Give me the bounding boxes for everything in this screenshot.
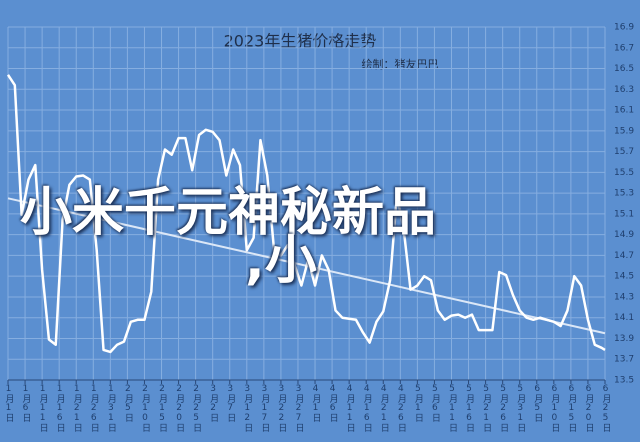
x-tick-label: 5月31日 xyxy=(515,384,526,432)
x-tick-label: 3月12日 xyxy=(242,384,253,432)
y-tick-label: 14.1 xyxy=(614,313,634,323)
price-line xyxy=(6,74,606,354)
x-tick-label: 2月20日 xyxy=(174,384,185,432)
y-tick-label: 15.3 xyxy=(614,189,634,199)
y-tick-label: 15.7 xyxy=(614,147,634,157)
overlay-text: 小米千元神秘新品 xyxy=(20,183,437,243)
x-tick-label: 6月15日 xyxy=(566,384,577,432)
x-tick-label: 5月11日 xyxy=(446,384,457,432)
x-tick-label: 2月5日 xyxy=(122,384,133,422)
x-tick-label: 6月25日 xyxy=(600,384,611,432)
x-tick-label: 1月16日 xyxy=(54,384,65,432)
x-tick-label: 2月10日 xyxy=(139,384,150,432)
y-tick-label: 13.7 xyxy=(614,355,634,365)
x-tick-label: 6月5日 xyxy=(532,384,543,422)
y-tick-label: 15.9 xyxy=(614,126,634,136)
y-tick-label: 16.3 xyxy=(614,85,634,95)
x-tick-label: 1月31日 xyxy=(105,384,116,432)
x-tick-label: 4月16日 xyxy=(361,384,372,432)
x-tick-label: 5月16日 xyxy=(464,384,475,432)
x-tick-label: 1月26日 xyxy=(88,384,99,432)
x-tick-label: 4月26日 xyxy=(395,384,406,432)
x-tick-label: 4月6日 xyxy=(327,384,338,422)
x-tick-label: 5月1日 xyxy=(412,384,423,422)
y-tick-label: 16.5 xyxy=(614,64,634,74)
x-tick-label: 2月25日 xyxy=(191,384,202,432)
x-tick-label: 5月6日 xyxy=(429,384,440,422)
overlay-text: ,小 xyxy=(245,231,317,291)
x-tick-label: 4月1日 xyxy=(310,384,321,422)
y-tick-label: 16.9 xyxy=(614,23,634,33)
x-tick-label: 5月21日 xyxy=(481,384,492,432)
y-tick-label: 14.7 xyxy=(614,251,634,261)
y-tick-label: 14.9 xyxy=(614,230,634,240)
y-tick-label: 14.3 xyxy=(614,292,634,302)
x-tick-label: 1月1日 xyxy=(3,384,14,422)
chart-title: 2023年生猪价格走势 xyxy=(224,32,377,51)
y-tick-label: 15.1 xyxy=(614,209,634,219)
y-tick-label: 15.5 xyxy=(614,168,634,178)
x-tick-label: 3月17日 xyxy=(259,384,270,432)
y-tick-label: 13.9 xyxy=(614,334,634,344)
x-tick-label: 1月21日 xyxy=(71,384,82,432)
x-tick-label: 3月27日 xyxy=(293,384,304,432)
y-tick-label: 14.5 xyxy=(614,272,634,282)
x-tick-label: 1月11日 xyxy=(37,384,48,432)
y-tick-label: 16.1 xyxy=(614,106,634,116)
x-tick-label: 4月11日 xyxy=(344,384,355,432)
x-tick-label: 3月22日 xyxy=(276,384,287,432)
x-tick-label: 6月20日 xyxy=(583,384,594,432)
x-tick-label: 3月2日 xyxy=(208,384,219,422)
x-tick-label: 6月10日 xyxy=(549,384,560,432)
x-tick-label: 5月26日 xyxy=(498,384,509,432)
y-tick-label: 16.7 xyxy=(614,43,634,53)
x-tick-label: 1月6日 xyxy=(20,384,31,422)
y-tick-label: 13.5 xyxy=(614,376,634,386)
x-tick-label: 4月21日 xyxy=(378,384,389,432)
x-tick-label: 3月7日 xyxy=(225,384,236,422)
x-tick-label: 2月15日 xyxy=(157,384,167,432)
